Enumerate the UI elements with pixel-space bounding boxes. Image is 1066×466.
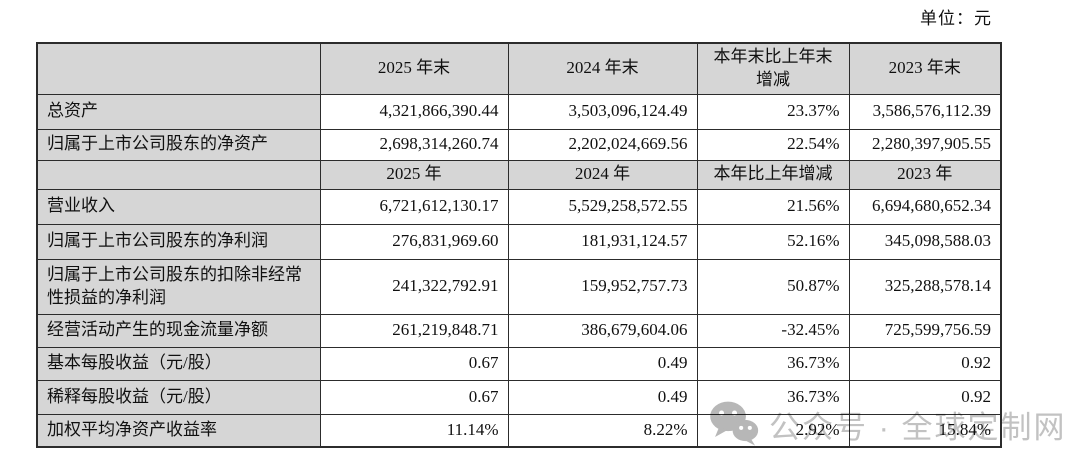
value-cell: 4,321,866,390.44	[319, 93, 509, 130]
value-cell: 0.92	[848, 379, 1002, 415]
table-row-net-assets: 归属于上市公司股东的净资产 2,698,314,260.74 2,202,024…	[36, 128, 1002, 161]
value-cell: 52.16%	[696, 223, 850, 260]
column-header-yoy-change-year-end: 本年末比上年末 增减	[696, 42, 850, 95]
row-label: 基本每股收益（元/股）	[36, 346, 321, 381]
table-header-row-year-end: 2025 年末 2024 年末 本年末比上年末 增减 2023 年末	[36, 42, 1002, 95]
table-row-total-assets: 总资产 4,321,866,390.44 3,503,096,124.49 23…	[36, 93, 1002, 130]
table-row-basic-eps: 基本每股收益（元/股） 0.67 0.49 36.73% 0.92	[36, 346, 1002, 381]
column-header-yoy-change-year: 本年比上年增减	[696, 159, 850, 190]
row-label: 营业收入	[36, 188, 321, 225]
value-cell: 2.92%	[696, 413, 850, 448]
header-empty-cell	[36, 42, 321, 95]
table-row-diluted-eps: 稀释每股收益（元/股） 0.67 0.49 36.73% 0.92	[36, 379, 1002, 415]
value-cell: 36.73%	[696, 346, 850, 381]
value-cell: 0.92	[848, 346, 1002, 381]
value-cell: 2,202,024,669.56	[507, 128, 698, 161]
row-label: 归属于上市公司股东的扣除非经常性损益的净利润	[36, 258, 321, 315]
row-label: 稀释每股收益（元/股）	[36, 379, 321, 415]
value-cell: 2,280,397,905.55	[848, 128, 1002, 161]
row-label: 总资产	[36, 93, 321, 130]
value-cell: 261,219,848.71	[319, 313, 509, 348]
value-cell: 325,288,578.14	[848, 258, 1002, 315]
value-cell: 725,599,756.59	[848, 313, 1002, 348]
table-header-row-year: 2025 年 2024 年 本年比上年增减 2023 年	[36, 159, 1002, 190]
value-cell: 11.14%	[319, 413, 509, 448]
value-cell: 276,831,969.60	[319, 223, 509, 260]
table-row-operating-revenue: 营业收入 6,721,612,130.17 5,529,258,572.55 2…	[36, 188, 1002, 225]
value-cell: 0.49	[507, 346, 698, 381]
row-label: 经营活动产生的现金流量净额	[36, 313, 321, 348]
value-cell: 0.67	[319, 379, 509, 415]
value-cell: 15.84%	[848, 413, 1002, 448]
value-cell: 6,721,612,130.17	[319, 188, 509, 225]
row-label: 归属于上市公司股东的净利润	[36, 223, 321, 260]
value-cell: 22.54%	[696, 128, 850, 161]
unit-label: 单位：元	[920, 9, 992, 28]
column-header-2024-year-end: 2024 年末	[507, 42, 698, 95]
value-cell: 3,586,576,112.39	[848, 93, 1002, 130]
value-cell: 0.49	[507, 379, 698, 415]
row-label: 归属于上市公司股东的净资产	[36, 128, 321, 161]
row-label: 加权平均净资产收益率	[36, 413, 321, 448]
value-cell: 8.22%	[507, 413, 698, 448]
column-header-2024-year: 2024 年	[507, 159, 698, 190]
table-row-net-profit: 归属于上市公司股东的净利润 276,831,969.60 181,931,124…	[36, 223, 1002, 260]
value-cell: 36.73%	[696, 379, 850, 415]
table-row-operating-cash-flow: 经营活动产生的现金流量净额 261,219,848.71 386,679,604…	[36, 313, 1002, 348]
header-empty-cell	[36, 159, 321, 190]
value-cell: 50.87%	[696, 258, 850, 315]
value-cell: 386,679,604.06	[507, 313, 698, 348]
value-cell: 3,503,096,124.49	[507, 93, 698, 130]
value-cell: -32.45%	[696, 313, 850, 348]
value-cell: 345,098,588.03	[848, 223, 1002, 260]
value-cell: 181,931,124.57	[507, 223, 698, 260]
value-cell: 5,529,258,572.55	[507, 188, 698, 225]
value-cell: 2,698,314,260.74	[319, 128, 509, 161]
table-row-net-profit-excl-nonrecurring: 归属于上市公司股东的扣除非经常性损益的净利润 241,322,792.91 15…	[36, 258, 1002, 315]
value-cell: 21.56%	[696, 188, 850, 225]
value-cell: 23.37%	[696, 93, 850, 130]
column-header-2025-year: 2025 年	[319, 159, 509, 190]
table-row-weighted-avg-roe: 加权平均净资产收益率 11.14% 8.22% 2.92% 15.84%	[36, 413, 1002, 448]
value-cell: 159,952,757.73	[507, 258, 698, 315]
column-header-2023-year: 2023 年	[848, 159, 1002, 190]
financial-summary-table: 2025 年末 2024 年末 本年末比上年末 增减 2023 年末 总资产 4…	[36, 42, 1002, 449]
value-cell: 0.67	[319, 346, 509, 381]
value-cell: 241,322,792.91	[319, 258, 509, 315]
column-header-2025-year-end: 2025 年末	[319, 42, 509, 95]
column-header-2023-year-end: 2023 年末	[848, 42, 1002, 95]
value-cell: 6,694,680,652.34	[848, 188, 1002, 225]
